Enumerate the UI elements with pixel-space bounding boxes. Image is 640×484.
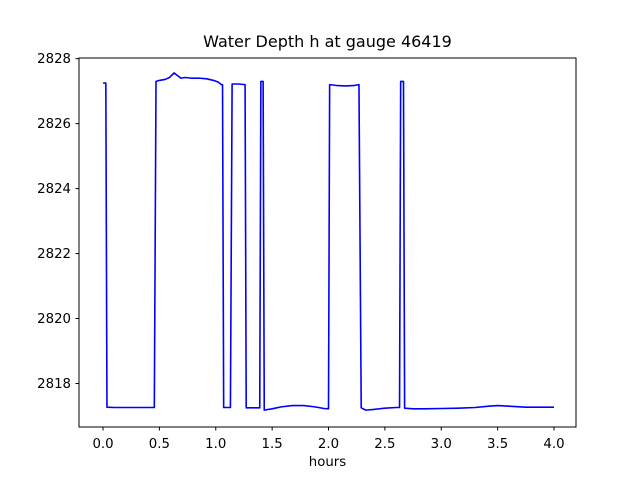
y-tick-label: 2826 [37,117,71,132]
chart-title: Water Depth h at gauge 46419 [203,32,452,51]
y-tick-label: 2822 [37,247,71,262]
x-tick-label: 1.5 [262,437,283,452]
data-line-water-depth-h [103,72,555,411]
plot-area: 0.0 0.5 1.0 1.5 2.0 2.5 3.0 3.5 4.0 2818 2820 2822 2… [37,52,577,452]
y-tick-label: 2824 [37,182,71,197]
x-axis-label: hours [309,455,346,470]
x-tick-label: 0.0 [92,437,113,452]
y-tick-label: 2820 [37,312,71,327]
x-tick-label: 2.0 [318,437,339,452]
x-tick-label: 4.0 [543,437,564,452]
plot-frame [78,57,577,428]
x-tick-label: 3.0 [431,437,452,452]
y-tick-label: 2818 [37,377,71,392]
x-tick-label: 1.0 [205,437,226,452]
x-tick-label: 3.5 [487,437,508,452]
y-tick-label: 2828 [37,52,71,67]
x-tick-label: 2.5 [374,437,395,452]
x-tick-label: 0.5 [149,437,170,452]
